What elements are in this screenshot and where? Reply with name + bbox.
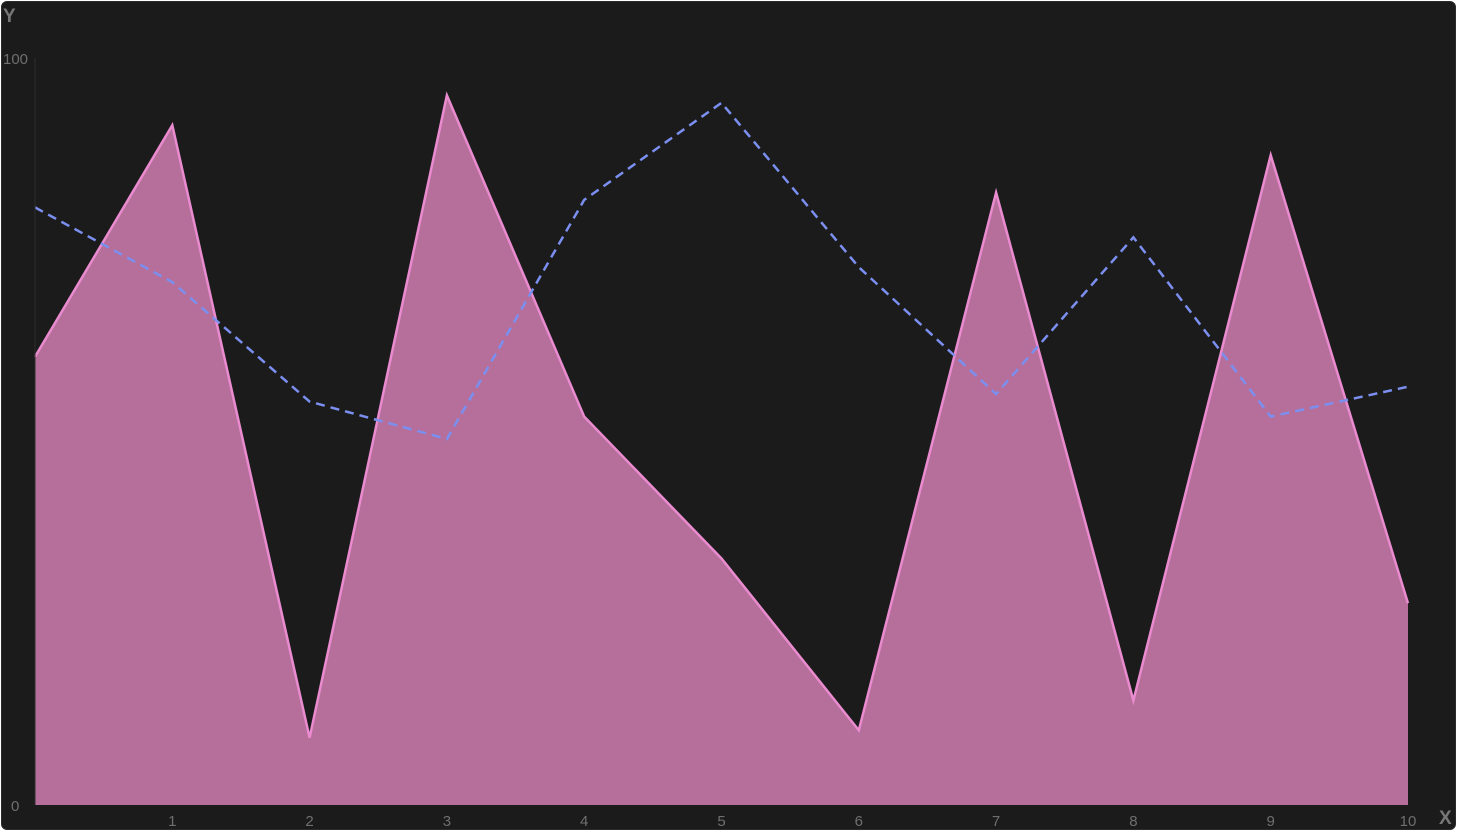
x-axis-label: X (1439, 808, 1452, 829)
x-tick-label: 4 (580, 813, 588, 830)
x-tick-label: 5 (717, 813, 725, 830)
x-tick-label: 6 (855, 813, 863, 830)
x-tick-label: 10 (1400, 813, 1417, 830)
x-tick-label: 2 (305, 813, 313, 830)
area-series-layer (33, 91, 1410, 805)
x-tick-label: 7 (992, 813, 1000, 830)
y-tick-label: 100 (3, 51, 28, 68)
x-tick-label: 1 (168, 813, 176, 830)
y-axis-label: Y (3, 6, 16, 27)
dashed-line-series-1 (34, 101, 1409, 441)
x-tick-labels: 1 2 3 4 5 6 7 8 9 10 (168, 813, 1416, 830)
x-tick-label: 8 (1129, 813, 1137, 830)
x-tick-label: 9 (1267, 813, 1275, 830)
y-tick-labels: 0 100 (3, 51, 28, 815)
x-tick-label: 3 (443, 813, 451, 830)
area-fill-series-0 (35, 95, 1408, 805)
y-tick-label: 0 (11, 798, 19, 815)
line-series-layer (34, 101, 1409, 441)
area-line-series-0 (33, 91, 1410, 739)
